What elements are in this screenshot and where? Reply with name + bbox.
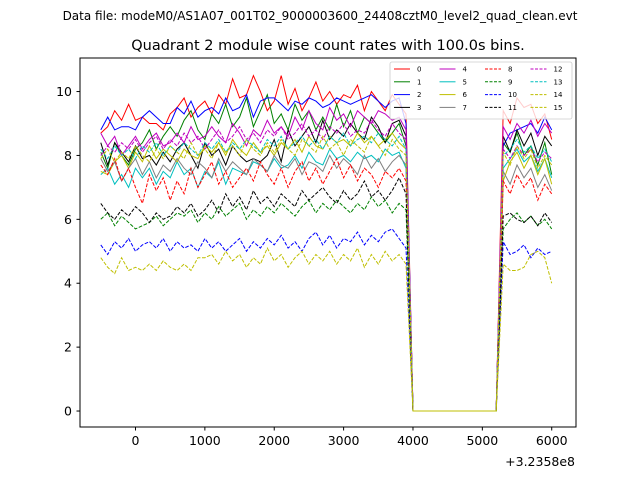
legend-label-8: 8 [508,66,512,74]
legend-label-7: 7 [463,104,467,112]
y-tick-label: 4 [64,276,72,291]
y-tick-label: 6 [64,212,72,227]
legend-label-11: 11 [508,104,517,112]
y-tick-label: 2 [64,340,72,355]
x-tick-label: 4000 [397,433,429,448]
plot-area [100,74,553,412]
y-tick-label: 10 [56,84,72,99]
x-offset-label: +3.2358e8 [505,454,575,469]
y-tick-label: 8 [64,148,72,163]
x-tick-label: 1000 [189,433,221,448]
legend-label-3: 3 [417,104,421,112]
legend-label-4: 4 [463,66,468,74]
series-line-14 [100,246,553,412]
x-tick-label: 5000 [466,433,498,448]
legend-label-0: 0 [417,66,421,74]
legend-label-6: 6 [463,91,468,99]
legend-label-5: 5 [463,78,467,86]
legend-box [389,61,573,120]
legend-label-9: 9 [508,78,512,86]
y-tick-label: 0 [64,404,72,419]
x-tick-label: 2000 [258,433,290,448]
series-line-12 [100,119,553,412]
legend-label-13: 13 [554,78,563,86]
legend-label-12: 12 [554,66,563,74]
legend-label-14: 14 [554,91,563,99]
axes-frame [79,57,577,428]
x-tick-label: 3000 [328,433,360,448]
x-tick-label: 6000 [536,433,568,448]
x-tick-label: 0 [132,433,140,448]
chart-title: Quadrant 2 module wise count rates with … [131,38,525,54]
legend-label-1: 1 [417,78,421,86]
figure-suptitle: Data file: modeM0/AS1A07_001T02_90000036… [63,9,578,23]
legend-label-15: 15 [554,104,563,112]
legend-label-10: 10 [508,91,517,99]
legend-label-2: 2 [417,91,421,99]
